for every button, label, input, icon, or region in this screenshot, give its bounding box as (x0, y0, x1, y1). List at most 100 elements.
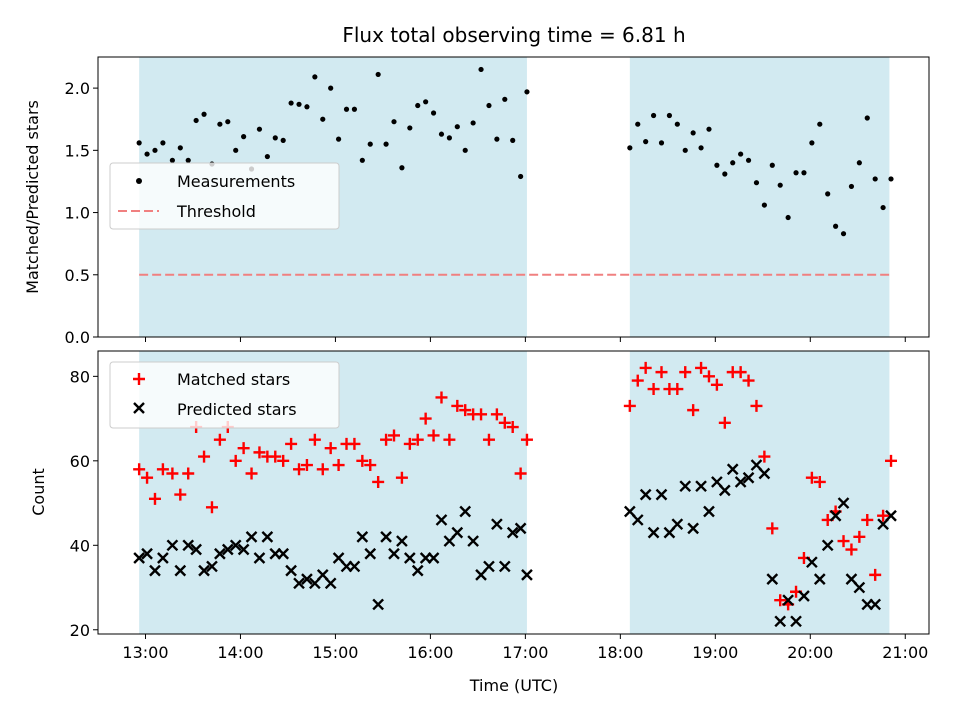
predicted-star-point (356, 531, 369, 543)
x-tick-label: 19:00 (692, 643, 738, 662)
predicted-star-point (806, 556, 818, 569)
measurement-point (650, 112, 657, 119)
predicted-star-point (837, 497, 850, 509)
predicted-star-point (821, 539, 834, 552)
matched-star-point (805, 471, 818, 484)
matched-star-point (671, 383, 684, 396)
measurement-point (430, 110, 437, 116)
predicted-star-point (758, 467, 771, 480)
measurement-point (872, 176, 878, 182)
bottom-y-tick-label: 80 (70, 367, 90, 386)
predicted-star-point (237, 543, 250, 556)
predicted-star-point (174, 564, 187, 577)
measurement-point (745, 157, 752, 163)
measurement-point (446, 135, 452, 141)
measurement-point (833, 223, 839, 229)
predicted-star-point (324, 577, 337, 590)
predicted-star-point (221, 543, 234, 556)
matched-star-point (631, 374, 644, 387)
measurement-point (777, 182, 783, 188)
top-legend-box (109, 162, 340, 230)
measurement-point (193, 117, 199, 124)
top-legend: Measurements Threshold (109, 162, 340, 230)
matched-star-point (141, 471, 154, 484)
predicted-star-point (687, 522, 700, 535)
x-tick-label: 17:00 (502, 643, 548, 662)
predicted-star-point (190, 543, 202, 556)
matched-star-point (813, 475, 826, 488)
measurement-point (769, 162, 775, 168)
predicted-star-point (467, 535, 479, 547)
matched-star-point (679, 366, 692, 379)
matched-star-point (411, 433, 424, 446)
measurement-point (312, 74, 318, 80)
matched-star-point (655, 366, 668, 379)
matched-star-point (308, 433, 321, 446)
matched-star-point (348, 437, 361, 450)
matched-star-point (451, 399, 464, 412)
predicted-star-point (388, 547, 400, 560)
measurement-point (152, 147, 158, 153)
matched-star-point (427, 429, 440, 442)
bottom-points-layer (133, 361, 898, 628)
matched-star-point (520, 433, 533, 446)
matched-star-point (506, 421, 519, 434)
measurement-point (682, 147, 688, 153)
measurement-point (864, 115, 870, 121)
predicted-star-point (396, 535, 408, 547)
predicted-star-point (829, 509, 842, 522)
measurement-point (217, 121, 223, 127)
measurement-point (643, 139, 649, 145)
measurement-point (407, 125, 413, 131)
matched-star-point (750, 399, 763, 412)
matched-star-point (332, 459, 345, 472)
matched-star-point (710, 378, 723, 391)
matched-star-point (166, 467, 179, 480)
top-plot-frame (97, 56, 930, 338)
measurement-point (160, 140, 166, 146)
measurement-point (666, 112, 673, 119)
x-tick-label: 14:00 (217, 643, 263, 662)
predicted-star-point (521, 569, 533, 581)
predicted-star-point (885, 509, 897, 522)
measurement-point (241, 134, 247, 140)
predicted-star-point (514, 522, 527, 535)
measurement-point (201, 111, 207, 117)
predicted-star-point (813, 573, 826, 585)
top-y-tick-label: 2.0 (65, 79, 90, 98)
predicted-star-point (206, 560, 218, 573)
measurement-point (225, 119, 231, 125)
matched-star-point (213, 433, 226, 446)
predicted-star-point (411, 564, 424, 577)
matched-star-point (734, 366, 747, 379)
matched-star-point (482, 433, 495, 446)
measurement-point (627, 145, 633, 151)
matched-star-point (395, 471, 408, 484)
measurement-point (761, 202, 767, 208)
measurement-point (288, 100, 294, 106)
predicted-star-point (655, 488, 668, 501)
predicted-star-point (427, 552, 440, 564)
measurement-point (415, 102, 421, 109)
measurement-point (690, 130, 696, 136)
measurement-point (658, 140, 665, 146)
predicted-star-point (718, 484, 731, 497)
predicted-star-point (498, 560, 511, 573)
measurement-point (793, 170, 799, 176)
legend-measurements-label: Measurements (177, 172, 295, 191)
measurement-point (809, 140, 815, 146)
matched-star-point (156, 463, 169, 476)
measurement-point (391, 119, 397, 125)
measurement-point (320, 116, 326, 122)
matched-star-point (443, 433, 456, 446)
matched-star-point (229, 454, 242, 467)
predicted-star-point (734, 476, 747, 488)
measurement-point (706, 126, 712, 132)
predicted-star-point (790, 615, 802, 628)
measurement-point (510, 137, 516, 143)
predicted-star-point (380, 531, 392, 543)
measurement-point (470, 120, 476, 126)
predicted-star-point (348, 560, 361, 573)
matched-star-point (766, 522, 779, 535)
predicted-star-point (782, 594, 794, 607)
